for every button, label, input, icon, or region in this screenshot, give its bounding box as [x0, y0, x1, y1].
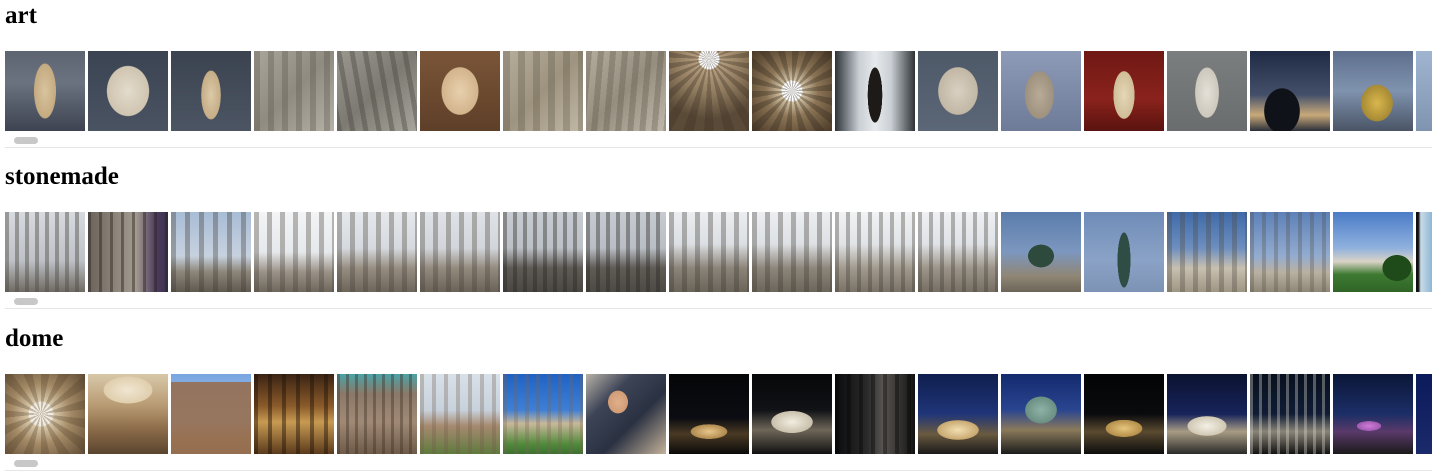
- female-bust-thumbnail[interactable]: [420, 51, 500, 131]
- coffered-ceiling-thumbnail[interactable]: [669, 51, 749, 131]
- partial-thumbnail[interactable]: [1416, 51, 1432, 131]
- brandenburg-gate-quadriga-thumbnail[interactable]: [669, 212, 749, 292]
- horizontal-scrollbar[interactable]: [5, 458, 1432, 471]
- police-officers-thumbnail[interactable]: [586, 374, 666, 454]
- dome-night-green-thumbnail[interactable]: [1084, 374, 1164, 454]
- brandenburg-gate-bright-thumbnail[interactable]: [254, 212, 334, 292]
- thumbnail-strip[interactable]: [5, 212, 1432, 310]
- brandenburg-gate-angle-thumbnail[interactable]: [171, 212, 251, 292]
- twin-spires-thumbnail[interactable]: [420, 374, 500, 454]
- thumbnail-strip[interactable]: [5, 51, 1432, 149]
- horizontal-scrollbar[interactable]: [5, 296, 1432, 309]
- brandenburg-gate-wide-thumbnail[interactable]: [420, 212, 500, 292]
- carved-relief-thumbnail[interactable]: [337, 51, 417, 131]
- thumbnail-strip[interactable]: [5, 374, 1432, 472]
- sarcophagus-relief-thumbnail[interactable]: [586, 51, 666, 131]
- brandenburg-gate-front-thumbnail[interactable]: [503, 212, 583, 292]
- capitol-night-thumbnail[interactable]: [669, 374, 749, 454]
- columns-flags-thumbnail[interactable]: [88, 212, 168, 292]
- category-section-dome: dome: [0, 323, 1437, 473]
- dome-interior-thumbnail[interactable]: [5, 374, 85, 454]
- gilded-ornament-thumbnail[interactable]: [1333, 51, 1413, 131]
- gothic-nave-thumbnail[interactable]: [254, 374, 334, 454]
- thumbnail-row: [5, 51, 1432, 131]
- cathedral-facade-thumbnail[interactable]: [337, 374, 417, 454]
- city-hall-night-thumbnail[interactable]: [752, 374, 832, 454]
- red-wall-statue-thumbnail[interactable]: [1084, 51, 1164, 131]
- thumbnail-row: [5, 212, 1432, 292]
- partial-thumbnail[interactable]: [1416, 374, 1432, 454]
- dome-blue-hour-thumbnail[interactable]: [918, 374, 998, 454]
- dark-facade-thumbnail[interactable]: [835, 374, 915, 454]
- lit-dome-thumbnail[interactable]: [1167, 374, 1247, 454]
- frieze-figures-thumbnail[interactable]: [503, 51, 583, 131]
- brandenburg-gate-clear-thumbnail[interactable]: [918, 212, 998, 292]
- thumbnail-row: [5, 374, 1432, 454]
- cathedral-dome-thumbnail[interactable]: [88, 374, 168, 454]
- partial-thumbnail[interactable]: [1416, 212, 1432, 292]
- scrollbar-thumb[interactable]: [14, 460, 38, 467]
- seated-statue-thumbnail[interactable]: [1001, 51, 1081, 131]
- category-heading: stonemade: [5, 163, 119, 190]
- brandenburg-gate-overcast-thumbnail[interactable]: [586, 212, 666, 292]
- gothic-spire-thumbnail[interactable]: [171, 374, 251, 454]
- marble-head-thumbnail[interactable]: [88, 51, 168, 131]
- reichstag-lawn-thumbnail[interactable]: [1333, 212, 1413, 292]
- eiffel-silhouette-thumbnail[interactable]: [1250, 51, 1330, 131]
- draped-statue-thumbnail[interactable]: [1167, 51, 1247, 131]
- dome-oculus-thumbnail[interactable]: [752, 51, 832, 131]
- street-night-thumbnail[interactable]: [1333, 374, 1413, 454]
- category-section-stonemade: stonemade: [0, 161, 1437, 311]
- cathedral-blue-sky-thumbnail[interactable]: [503, 374, 583, 454]
- relief-panel-thumbnail[interactable]: [254, 51, 334, 131]
- category-section-art: art: [0, 0, 1437, 150]
- scrollbar-thumb[interactable]: [14, 298, 38, 305]
- government-building-night-thumbnail[interactable]: [1250, 374, 1330, 454]
- category-heading: dome: [5, 325, 64, 352]
- capitol-dome-blue-thumbnail[interactable]: [1001, 374, 1081, 454]
- victory-column-thumbnail[interactable]: [1084, 212, 1164, 292]
- brandenburg-gate-day-thumbnail[interactable]: [752, 212, 832, 292]
- standing-statue-thumbnail[interactable]: [171, 51, 251, 131]
- bronze-figure-thumbnail[interactable]: [835, 51, 915, 131]
- brandenburg-gate-columns-thumbnail[interactable]: [835, 212, 915, 292]
- brandenburg-gate-side-thumbnail[interactable]: [337, 212, 417, 292]
- armless-female-statue-thumbnail[interactable]: [5, 51, 85, 131]
- gate-distant-thumbnail[interactable]: [1250, 212, 1330, 292]
- scrollbar-thumb[interactable]: [14, 137, 38, 144]
- gate-sign-thumbnail[interactable]: [5, 212, 85, 292]
- category-heading: art: [5, 2, 37, 29]
- gate-blue-sky-thumbnail[interactable]: [1167, 212, 1247, 292]
- stone-face-thumbnail[interactable]: [918, 51, 998, 131]
- quadriga-blue-sky-thumbnail[interactable]: [1001, 212, 1081, 292]
- horizontal-scrollbar[interactable]: [5, 135, 1432, 148]
